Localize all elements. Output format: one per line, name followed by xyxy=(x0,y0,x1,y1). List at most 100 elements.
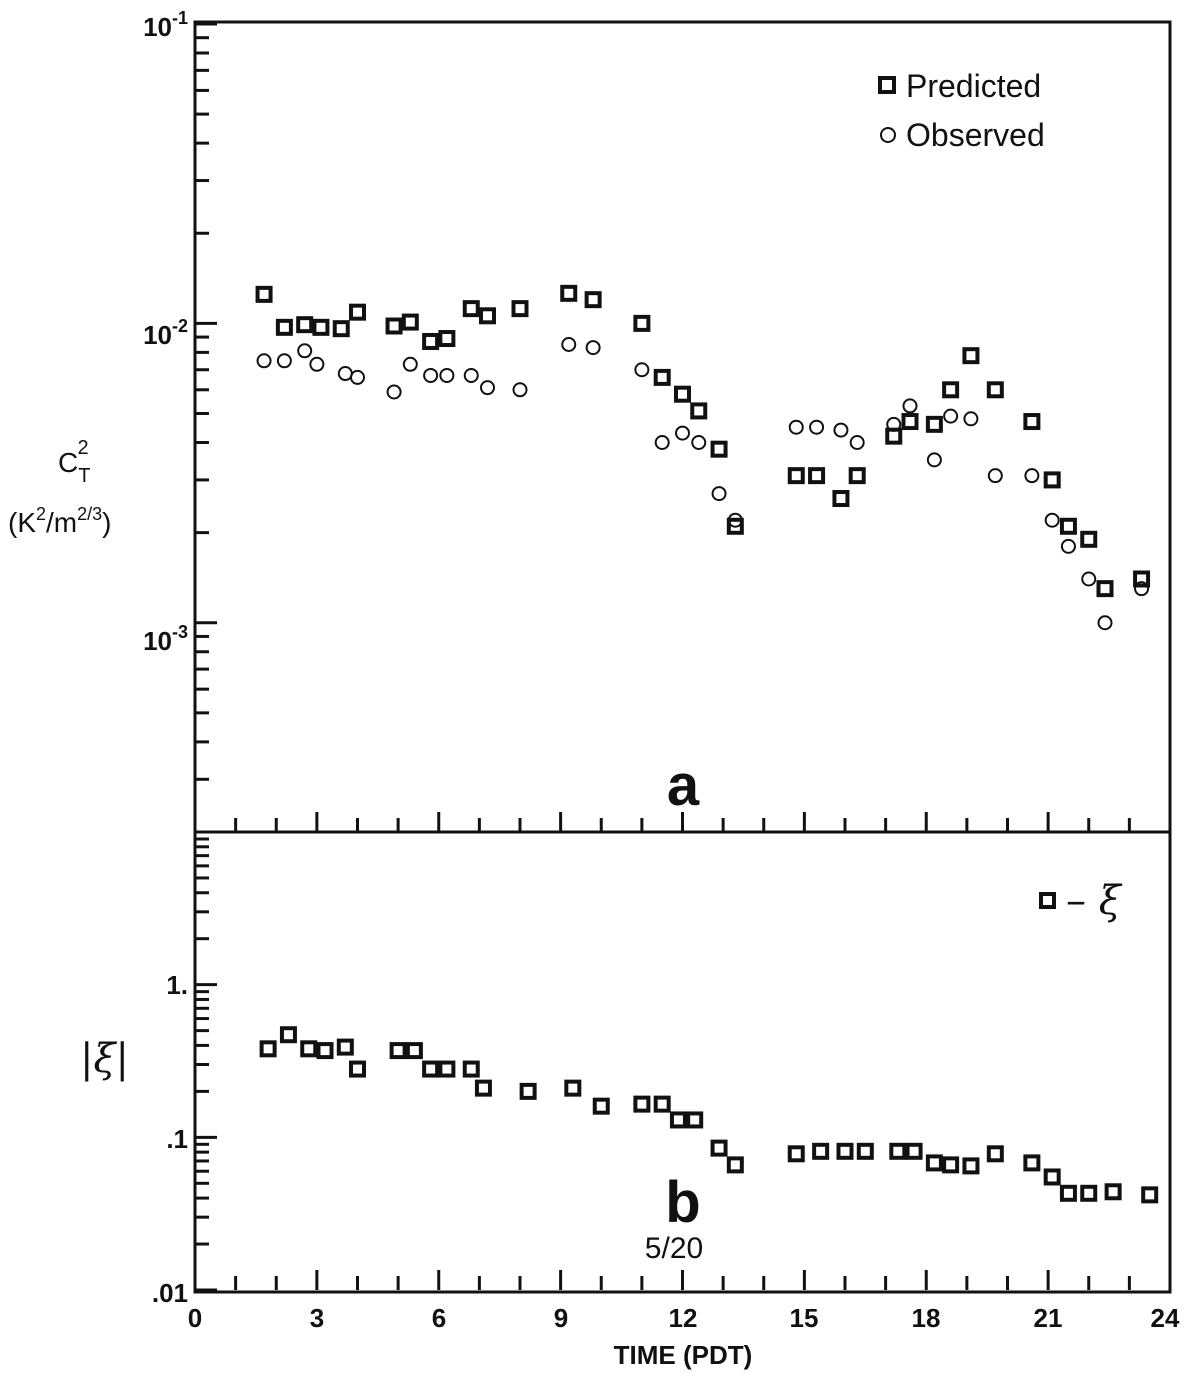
y-tick-label-a-3: 10-3 xyxy=(143,622,188,656)
xi-point xyxy=(519,1082,537,1100)
observed-point xyxy=(350,369,365,385)
predicted-point xyxy=(560,284,578,302)
xi-point xyxy=(259,1040,277,1058)
xi-point xyxy=(474,1079,492,1097)
observed-point xyxy=(711,486,727,502)
observed-point xyxy=(1081,571,1097,587)
xi-point xyxy=(633,1095,651,1113)
xi-point xyxy=(564,1079,582,1097)
xi-point xyxy=(889,1142,907,1160)
panel-a-y-ticks xyxy=(195,22,217,834)
observed-point xyxy=(337,366,353,382)
predicted-point xyxy=(787,467,805,485)
x-tick-labels: 0 3 6 9 12 15 18 21 24 xyxy=(188,1303,1180,1333)
xi-point xyxy=(405,1042,423,1060)
predicted-point xyxy=(296,316,314,334)
legend-predicted-label: Predicted xyxy=(906,68,1041,104)
xi-point xyxy=(962,1157,980,1175)
x-tick-label-15: 15 xyxy=(790,1303,819,1333)
predicted-point xyxy=(438,330,456,348)
y-tick-label-b-1: 1. xyxy=(166,970,188,1000)
plot-frame xyxy=(193,20,1172,1294)
xi-point xyxy=(1080,1184,1098,1202)
predicted-point xyxy=(422,332,440,350)
x-axis-title: TIME (PDT) xyxy=(614,1340,753,1370)
xi-point xyxy=(686,1111,704,1129)
observed-point xyxy=(902,398,918,414)
predicted-point xyxy=(986,381,1004,399)
predicted-point xyxy=(584,291,602,309)
xi-point xyxy=(349,1060,366,1078)
observed-point xyxy=(309,356,325,372)
predicted-point xyxy=(848,467,866,485)
y-tick-label-b-2: .1 xyxy=(166,1124,188,1154)
observed-point xyxy=(439,367,455,383)
observed-point xyxy=(727,512,743,528)
xi-point xyxy=(1141,1186,1159,1204)
predicted-point xyxy=(901,413,919,431)
xi-point xyxy=(1104,1183,1122,1201)
legend-observed-label: Observed xyxy=(906,117,1045,153)
observed-point xyxy=(1097,615,1113,631)
xi-point xyxy=(710,1139,728,1157)
predicted-point xyxy=(479,307,496,325)
observed-point xyxy=(402,356,418,372)
observed-point xyxy=(480,380,495,396)
observed-point xyxy=(987,468,1003,484)
panel-b-xi-points xyxy=(259,1026,1159,1204)
predicted-point xyxy=(925,415,943,433)
xi-point xyxy=(905,1142,923,1160)
observed-point xyxy=(675,425,690,441)
panel-b-y-ticks xyxy=(195,830,217,1292)
observed-point xyxy=(809,419,825,435)
xi-point xyxy=(856,1142,874,1160)
y-tick-label-a-1: 10-1 xyxy=(143,8,188,42)
xi-point xyxy=(1023,1154,1041,1172)
predicted-point xyxy=(332,320,350,338)
observed-point xyxy=(276,353,292,369)
xi-point xyxy=(1043,1168,1061,1186)
predicted-point xyxy=(653,368,671,386)
x-tick-label-6: 6 xyxy=(432,1303,446,1333)
observed-point xyxy=(634,362,650,378)
observed-point xyxy=(886,416,902,432)
observed-point xyxy=(926,452,942,468)
predicted-point xyxy=(1023,413,1041,431)
observed-point xyxy=(512,382,528,398)
predicted-point xyxy=(710,440,728,458)
xi-point xyxy=(669,1111,687,1129)
xi-point xyxy=(812,1142,830,1160)
xi-point xyxy=(1059,1184,1077,1202)
xi-point xyxy=(316,1042,334,1060)
observed-point xyxy=(691,435,707,451)
observed-point xyxy=(1024,468,1040,484)
predicted-point xyxy=(1059,517,1077,535)
observed-point xyxy=(963,411,979,427)
panel-a-predicted-points xyxy=(255,284,1151,598)
legend-xi-marker xyxy=(1039,892,1056,909)
xi-point xyxy=(942,1156,960,1174)
predicted-point xyxy=(401,313,419,331)
legend-a: Predicted Observed xyxy=(878,68,1045,153)
observed-point xyxy=(1060,538,1076,554)
predicted-point xyxy=(255,285,273,303)
y-tick-label-a-2: 10-2 xyxy=(143,316,188,350)
observed-point xyxy=(654,435,670,451)
y-axis-title-a: CT2 xyxy=(58,437,90,487)
observed-point xyxy=(386,384,402,400)
predicted-point xyxy=(1080,530,1098,548)
y-axis-unit-a: (K2/m2/3) xyxy=(8,504,111,538)
observed-point xyxy=(943,408,959,424)
legend-xi-label: – ξ xyxy=(1066,878,1123,924)
date-annotation: 5/20 xyxy=(645,1232,703,1265)
x-tick-label-0: 0 xyxy=(188,1303,202,1333)
legend-predicted-marker xyxy=(878,76,896,94)
predicted-point xyxy=(674,385,691,403)
predicted-point xyxy=(462,300,480,318)
observed-point xyxy=(256,353,272,369)
xi-point xyxy=(462,1060,480,1078)
xi-point xyxy=(279,1026,297,1044)
panel-a-observed-points xyxy=(256,337,1150,631)
predicted-point xyxy=(633,314,651,332)
predicted-point xyxy=(808,467,826,485)
